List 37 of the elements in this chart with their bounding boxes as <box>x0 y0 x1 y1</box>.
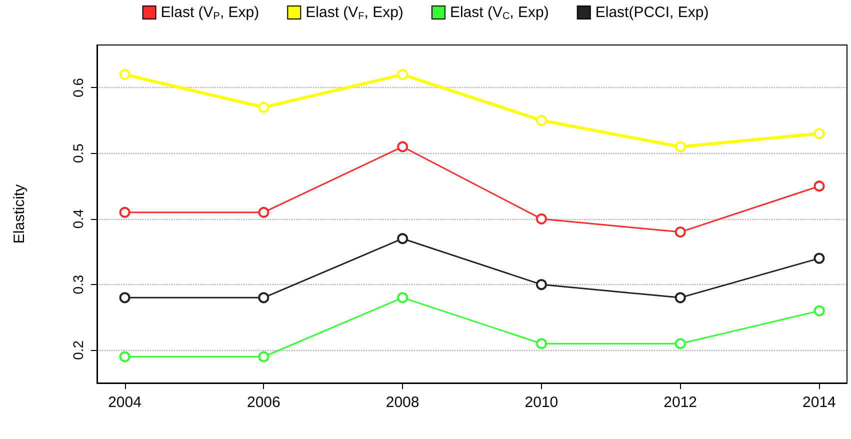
point <box>536 279 547 290</box>
point <box>674 338 686 350</box>
point <box>814 252 825 264</box>
x-tick-label: 2014 <box>802 394 836 411</box>
point <box>674 292 686 304</box>
point <box>814 128 825 140</box>
point <box>536 213 547 224</box>
point <box>258 206 270 218</box>
point <box>536 338 547 350</box>
point <box>674 226 686 238</box>
y-tick-label: 0.4 <box>70 208 86 229</box>
point <box>536 114 547 126</box>
point <box>119 292 130 304</box>
point <box>119 206 130 218</box>
y-tick-label: 0.5 <box>70 143 86 164</box>
point <box>814 180 825 192</box>
point <box>397 233 408 244</box>
y-tick-label: 0.3 <box>70 274 86 294</box>
point <box>258 102 270 113</box>
x-tick-label: 2008 <box>386 394 420 411</box>
point <box>258 292 270 304</box>
point <box>119 351 130 362</box>
x-tick-label: 2006 <box>246 394 280 411</box>
point <box>814 305 825 316</box>
x-tick-label: 2004 <box>108 394 142 411</box>
point <box>119 69 130 80</box>
point <box>397 141 408 152</box>
point <box>674 141 686 152</box>
y-tick-label: 0.6 <box>70 78 86 98</box>
x-tick-label: 2010 <box>524 394 558 411</box>
point <box>258 351 270 362</box>
y-tick-label: 0.2 <box>70 340 86 360</box>
point <box>397 69 408 80</box>
legend-label: Elast(PCCI, Exp) <box>595 4 709 21</box>
point <box>397 292 408 304</box>
x-tick-label: 2012 <box>664 394 698 411</box>
y-axis-title: Elasticity <box>11 184 28 244</box>
